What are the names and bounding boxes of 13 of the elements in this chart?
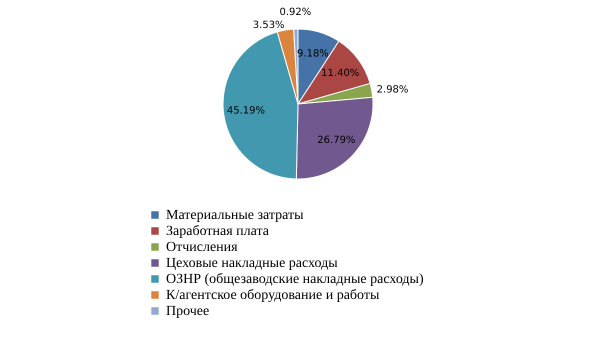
legend-label: Материальные затраты	[166, 208, 304, 223]
data-label: 45.19%	[226, 106, 266, 117]
data-label: 26.79%	[317, 134, 356, 146]
legend-label: Отчисления	[166, 240, 238, 255]
legend-label: К/агентское оборудование и работы	[166, 288, 380, 303]
legend-label: ОЗНР (общезаводские накладные расходы)	[166, 272, 424, 287]
data-label: 3.53%	[252, 20, 285, 32]
legend-label: Заработная плата	[166, 224, 270, 239]
data-label: 2.98%	[376, 84, 408, 96]
legend-label: Цеховые накладные расходы	[166, 256, 338, 271]
data-label: 0.92%	[279, 7, 312, 18]
legend-label: Прочее	[166, 304, 210, 319]
data-label: 11.40%	[321, 68, 360, 79]
